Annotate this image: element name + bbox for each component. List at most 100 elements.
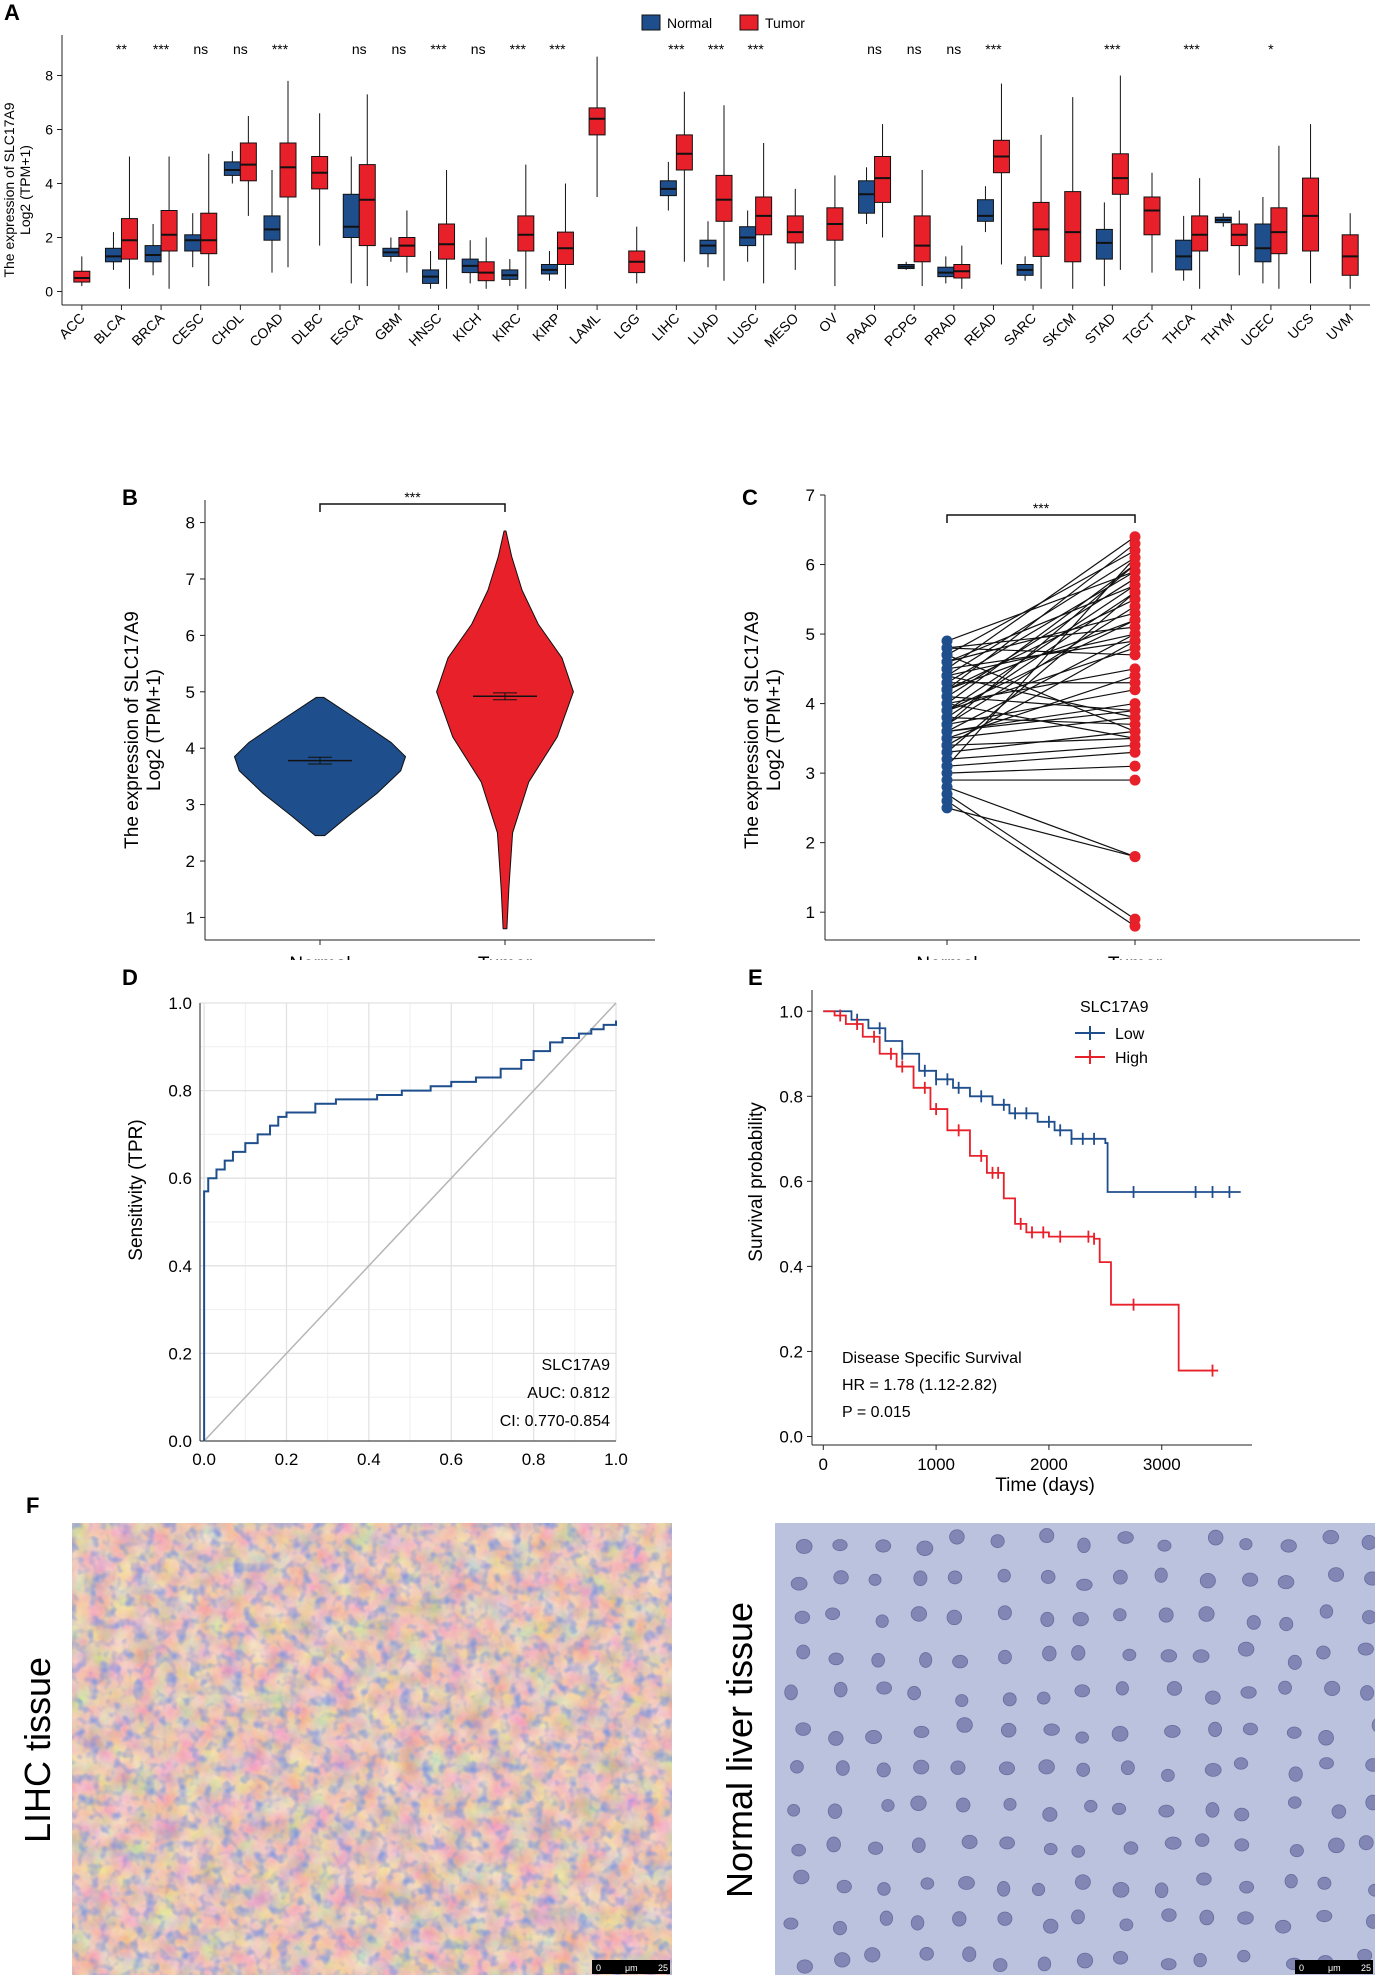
lihc-scale-bar: 0 μm 25 [592,1960,670,1974]
normal-scale-0: 0 [1299,1963,1304,1973]
hepatocyte-nucleus [868,1573,882,1586]
hepatocyte-nucleus [834,1952,851,1968]
a-significance: ns [193,41,208,57]
a-xtick-label: UCS [1284,310,1316,342]
c-pair-line [946,737,1136,746]
c-pair-line [946,570,1136,642]
hepatocyte-nucleus [1042,1645,1057,1662]
e-xtick-label: 3000 [1143,1455,1181,1474]
hepatocyte-nucleus [1207,1529,1224,1546]
panel-b-plot-area: 1 2 3 4 5 6 7 8 Normal Tumor *** [186,489,655,960]
panel-b-ylabel-2: Log2 (TPM+1) [144,669,165,791]
normal-scale-25: 25 [1361,1963,1371,1973]
hepatocyte-nucleus [1076,1952,1094,1969]
a-significance: *** [1104,41,1121,57]
hepatocyte-nucleus [881,1799,895,1812]
b-xtick-label: Normal [289,954,350,960]
a-xtick-label: COAD [246,310,286,350]
c-point-tumor [1129,649,1141,661]
panel-c-paired: C The expression of SLC17A9 Log2 (TPM+1)… [742,485,1360,960]
panel-f-right-label: Normal liver tissue [719,1602,760,1898]
hepatocyte-nucleus [1036,1691,1051,1705]
hepatocyte-nucleus [1193,1952,1207,1968]
b-ytick-label: 5 [186,683,195,702]
c-pair-line [946,619,1136,712]
a-xtick-label: TGCT [1120,309,1159,348]
a-box-normal [1254,223,1272,263]
hepatocyte-nucleus [907,1686,921,1701]
c-point-normal [941,739,953,751]
legend-low-label: Low [1115,1026,1145,1043]
normal-liver-image [775,1523,1375,1975]
c-point-normal [941,635,953,647]
b-ytick-label: 4 [186,739,195,758]
d-roc-curve [203,1020,617,1441]
a-box-normal [184,234,202,252]
hepatocyte-nucleus [1365,1794,1375,1811]
hepatocyte-nucleus [990,1534,1005,1549]
hepatocyte-nucleus [1076,1762,1091,1777]
panel-f-left-label: LIHC tissue [17,1657,58,1843]
e-xtick-label: 1000 [917,1455,955,1474]
c-point-tumor [1129,774,1141,786]
hepatocyte-nucleus [997,1605,1012,1621]
panel-d-letter: D [122,965,138,990]
hepatocyte-nucleus [1074,1874,1091,1890]
hepatocyte-nucleus [950,1760,966,1775]
c-xtick-label: Normal [916,954,977,960]
hepatocyte-nucleus [791,1843,806,1857]
hepatocyte-nucleus [868,1841,884,1855]
hepatocyte-nucleus [1071,1645,1086,1661]
c-pair-line [946,786,1136,858]
a-xtick-label: MESO [761,310,802,351]
hepatocyte-nucleus [1040,1570,1056,1584]
e-curve-high [823,1010,1219,1372]
hepatocyte-nucleus [1119,1918,1134,1932]
b-ytick-label: 3 [186,796,195,815]
e-xtick-label: 0 [819,1455,828,1474]
hepatocyte-nucleus [827,1803,843,1819]
a-xtick-label: PCPG [881,310,920,349]
hepatocyte-nucleus [835,1760,850,1776]
hepatocyte-nucleus [1358,1835,1374,1851]
hepatocyte-nucleus [796,1959,813,1974]
a-significance: ns [946,41,961,57]
legend-high-label: High [1115,1050,1148,1067]
a-significance: *** [272,41,289,57]
panel-a-legend: Normal Tumor [641,14,805,31]
hepatocyte-nucleus [1328,1567,1345,1582]
hepatocyte-nucleus [1112,1569,1128,1585]
hepatocyte-nucleus [1071,1845,1086,1858]
c-ytick-label: 7 [806,486,815,505]
a-ytick-label: 0 [45,284,53,300]
hepatocyte-nucleus [794,1610,811,1624]
hepatocyte-nucleus [1117,1531,1134,1544]
hepatocyte-nucleus [828,1652,844,1666]
hepatocyte-nucleus [1362,1610,1375,1625]
c-sig-label: *** [1033,500,1050,516]
hepatocyte-nucleus [864,1947,881,1963]
a-box-normal [104,247,122,263]
a-box-tumor [120,218,138,260]
c-pair-line [946,793,1136,920]
hepatocyte-nucleus [1043,1843,1058,1856]
hepatocyte-nucleus [1075,1731,1089,1744]
a-xtick-label: LUSC [724,310,762,348]
hepatocyte-nucleus [1204,1762,1222,1777]
a-xtick-label: DLBC [288,310,326,348]
a-box-normal [858,180,876,214]
b-ytick-label: 2 [186,852,195,871]
hepatocyte-nucleus [1322,1530,1340,1545]
c-pair-line [946,564,1136,705]
hepatocyte-nucleus [1002,1692,1017,1707]
d-xtick-label: 0.8 [522,1450,546,1469]
hepatocyte-nucleus [783,1917,799,1930]
hepatocyte-nucleus [1154,1882,1169,1899]
hepatocyte-nucleus [1242,1572,1259,1587]
c-pair-line [946,765,1136,774]
e-ytick-label: 0.2 [779,1342,803,1361]
hepatocyte-nucleus [961,1834,978,1850]
hepatocyte-nucleus [910,1795,927,1811]
hepatocyte-nucleus [955,1694,969,1708]
a-significance: * [1268,41,1274,57]
